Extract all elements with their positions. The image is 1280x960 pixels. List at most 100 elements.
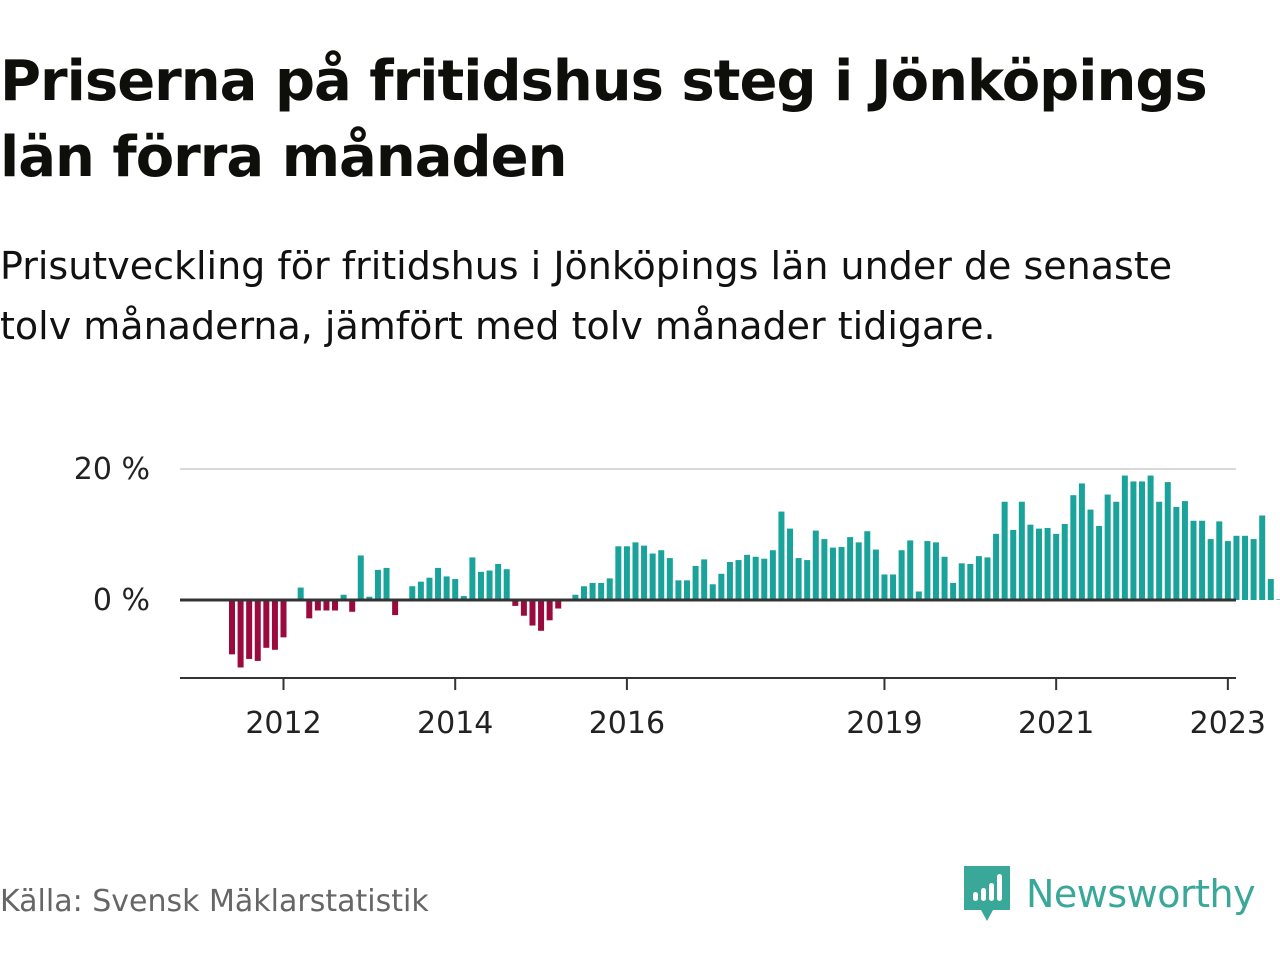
bar [503,569,510,601]
bar [829,547,836,600]
bar [297,587,304,600]
bar [718,573,725,600]
x-tick-label: 2021 [1018,706,1094,741]
bar [529,600,536,626]
bar [907,540,914,600]
bar [812,530,819,600]
bar [744,554,751,601]
bar [366,596,373,600]
bar [701,559,708,600]
brand-logo[interactable]: Newsworthy [962,862,1256,926]
labels: 0 %20 %2012201420162019202120237 % [74,452,1266,741]
y-tick-label: 20 % [74,452,150,487]
bar [254,600,261,661]
bar [332,600,339,611]
bar [769,550,776,600]
bar [1070,495,1077,600]
bar [1207,539,1214,600]
bar [1250,539,1257,600]
bar [967,563,974,600]
bar [417,581,424,600]
bar [1061,524,1068,600]
bar [1113,501,1120,600]
bar [778,511,785,600]
bar [821,539,828,600]
bar [349,600,356,612]
bar [452,579,459,600]
bar [993,533,1000,600]
bar [632,542,639,600]
bar [426,577,433,600]
chart-subtitle: Prisutveckling för fritidshus i Jönköpin… [0,244,1173,348]
bar [1173,506,1180,600]
bar [1156,501,1163,600]
bar [649,553,656,600]
bar [246,600,253,659]
bar [374,569,381,600]
bar [306,600,313,619]
bar [280,600,287,638]
bar [392,600,399,616]
bar [984,557,991,600]
bar [1121,475,1128,600]
y-tick-label: 0 % [93,583,150,618]
bar [323,600,330,611]
bar [383,567,390,600]
bar [675,580,682,600]
bar [572,594,579,600]
bar [606,578,613,600]
bar [271,600,278,650]
bar [898,550,905,600]
bar [890,574,897,600]
bar [237,600,244,668]
bar [1147,475,1154,600]
bar [538,600,545,631]
bar [735,560,742,600]
bar [958,563,965,600]
bar [1216,521,1223,600]
bar [726,562,733,600]
x-tick-label: 2019 [846,706,922,741]
source-note: Källa: Svensk Mäklarstatistik [0,884,429,919]
bar [477,571,484,600]
bar [580,586,587,601]
bar [1044,527,1051,600]
bar [941,556,948,600]
bar [847,537,854,600]
bar [761,558,768,600]
bar [1139,481,1146,600]
bar [1104,494,1111,600]
bar [555,600,562,609]
bar [435,567,442,600]
bar [1181,501,1188,600]
bar [932,542,939,600]
bar [804,560,811,600]
bar [1001,501,1008,600]
bar [1267,579,1274,600]
bar [229,600,235,655]
bar [795,558,802,600]
bar [1053,533,1060,600]
bar [641,545,648,600]
bar [658,550,665,600]
bar [1078,483,1085,600]
bar [1018,501,1025,600]
bar [1259,515,1266,600]
x-tick-label: 2012 [245,706,321,741]
bar [752,556,759,600]
x-tick-label: 2016 [589,706,665,741]
bar [486,570,493,600]
bar [443,576,450,600]
bar [546,600,553,621]
bar [1199,520,1206,600]
bar [975,556,982,600]
bar [1190,520,1197,600]
bar [1164,482,1171,600]
bar [314,600,321,611]
bar [409,586,416,601]
x-tick-label: 2023 [1190,706,1266,741]
bar [340,594,347,600]
bar [950,582,957,600]
bar [589,582,596,600]
bar [881,574,888,600]
